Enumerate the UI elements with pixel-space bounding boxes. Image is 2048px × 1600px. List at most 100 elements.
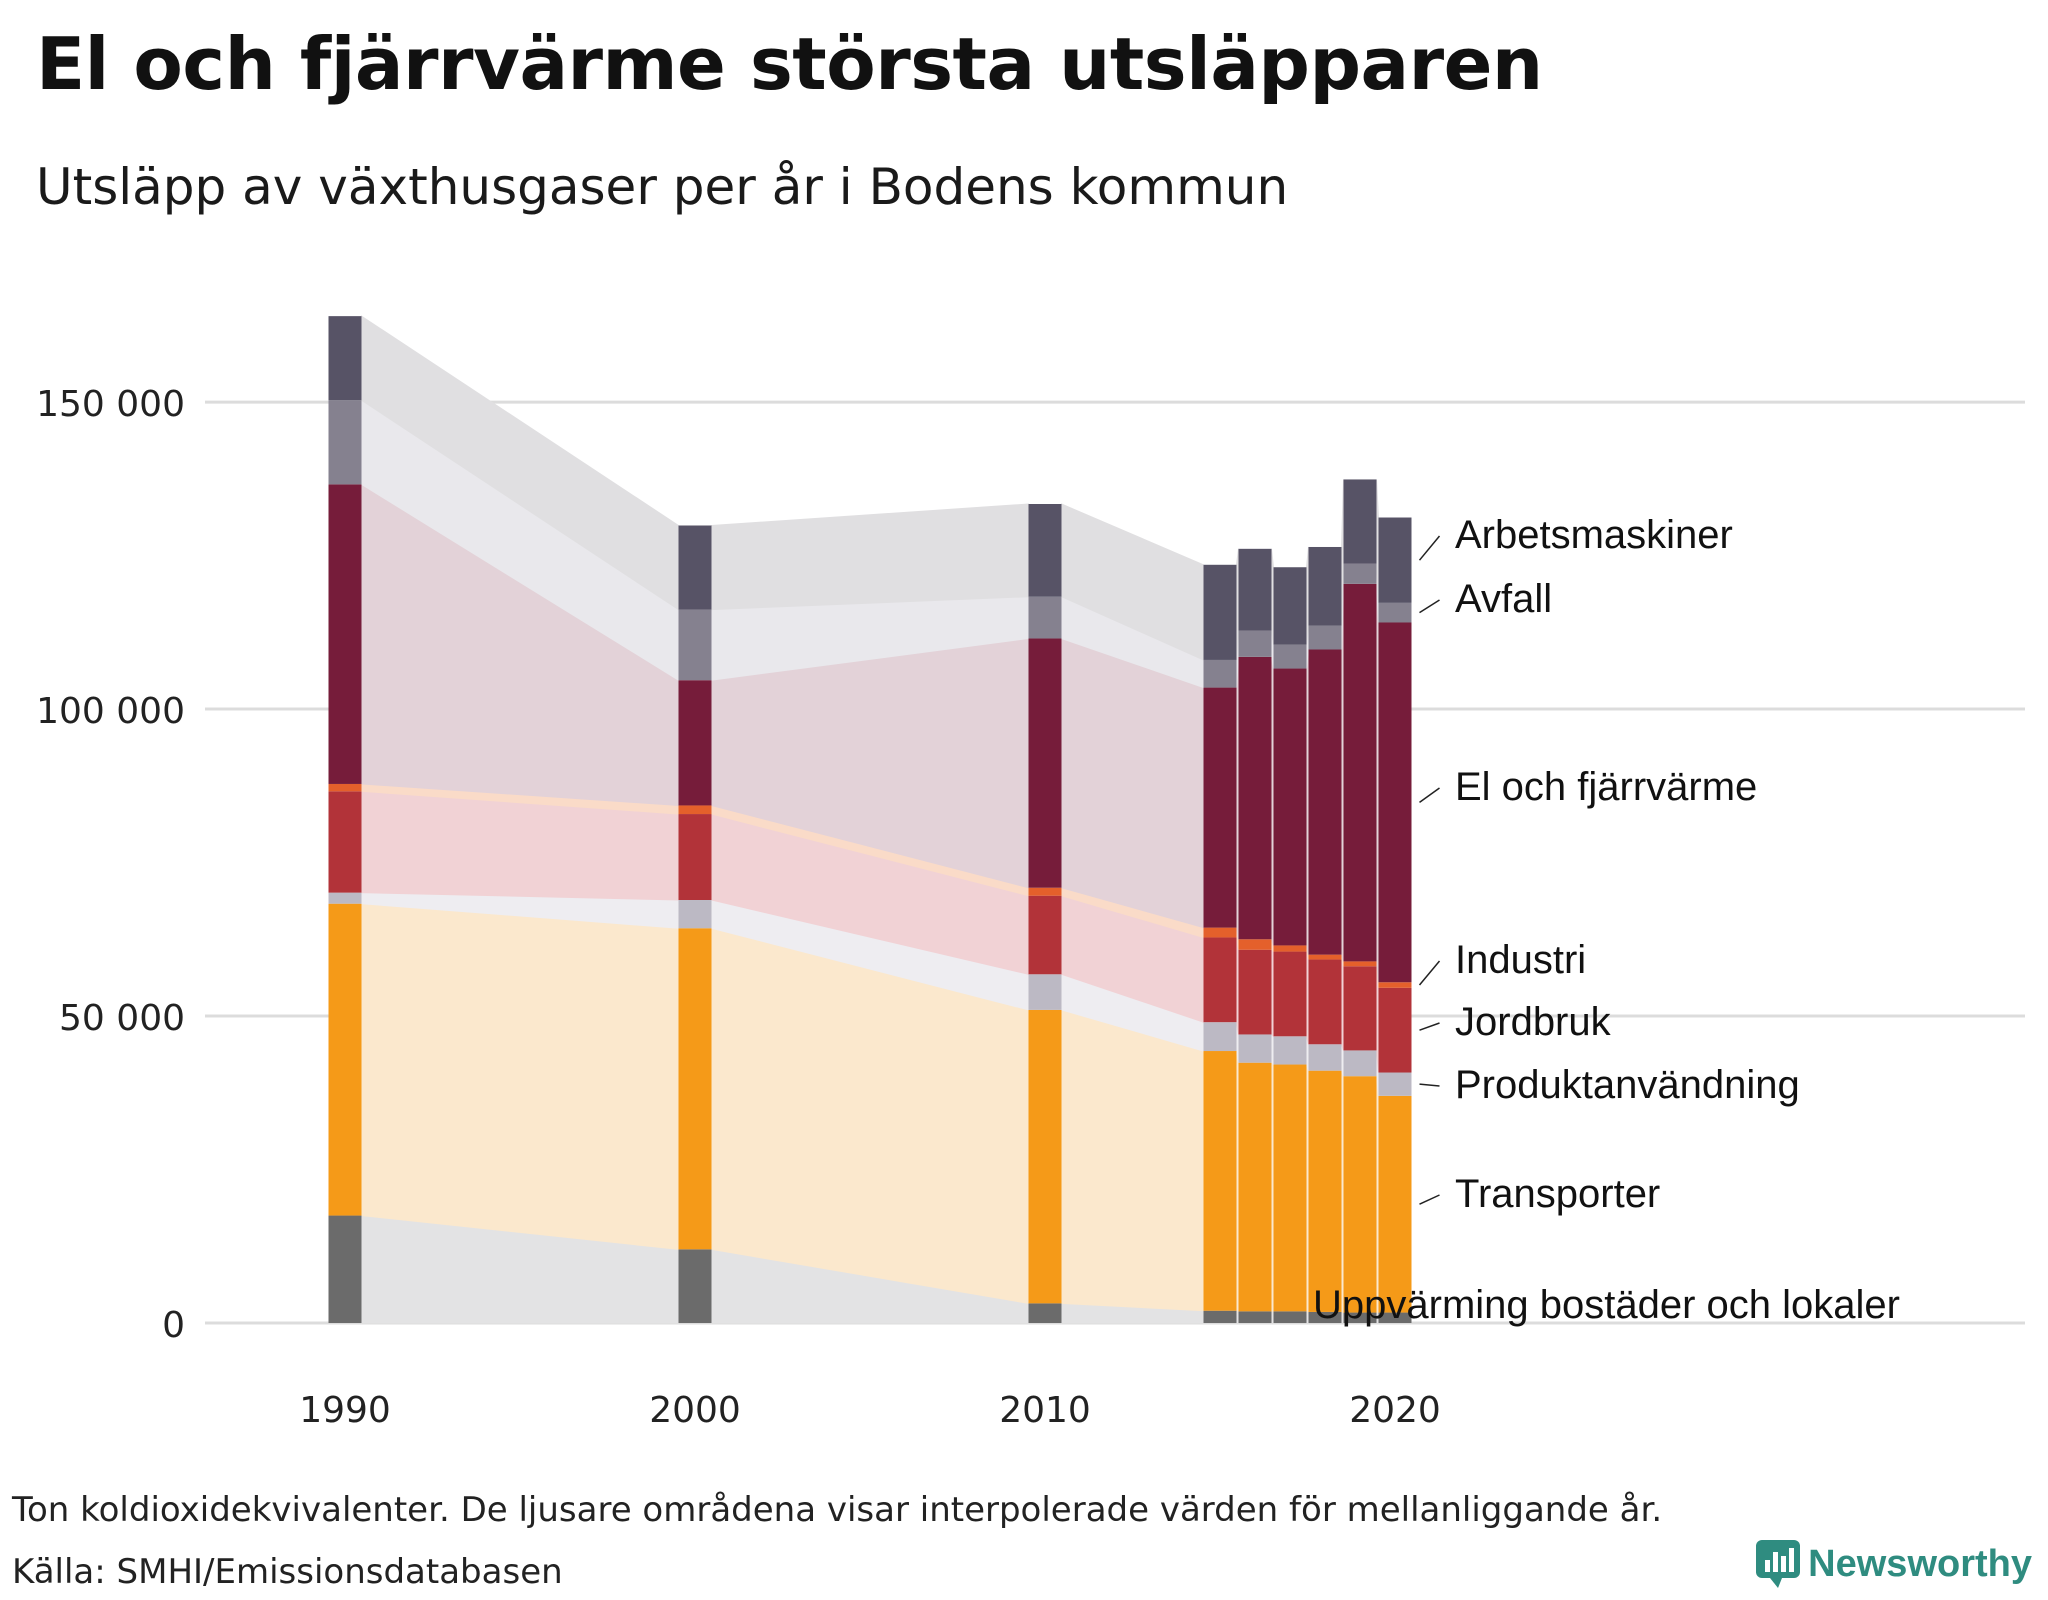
bar-segment[interactable]: [678, 680, 712, 806]
bar-segment[interactable]: [1308, 625, 1342, 650]
bar-segment[interactable]: [1238, 939, 1272, 950]
bar-segment[interactable]: [1378, 1072, 1412, 1096]
label-leader: [1419, 787, 1440, 803]
y-tick-label: 100 000: [36, 691, 185, 732]
bar-segment[interactable]: [1203, 1310, 1237, 1323]
bar-segment[interactable]: [328, 484, 362, 784]
chart-subtitle: Utsläpp av växthusgaser per år i Bodens …: [36, 158, 1289, 216]
bar-segment[interactable]: [1273, 668, 1307, 946]
bar-segment[interactable]: [1308, 959, 1342, 1045]
x-axis: 1990 2000 2010 2020: [299, 1390, 1441, 1431]
bar-segment[interactable]: [1378, 1312, 1412, 1323]
bar-segment[interactable]: [1378, 622, 1412, 983]
bar-segment[interactable]: [1203, 659, 1237, 688]
bar-segment[interactable]: [328, 316, 362, 401]
interpolated-band: [1236, 1310, 1239, 1324]
interpolated-band: [1306, 1064, 1309, 1313]
bar-segment[interactable]: [1238, 630, 1272, 657]
bar-segment[interactable]: [328, 791, 362, 893]
bar-segment[interactable]: [1308, 1044, 1342, 1071]
series-label: Jordbruk: [1455, 1000, 1612, 1044]
interpolated-band: [1271, 548, 1274, 645]
interpolated-band: [1061, 637, 1204, 929]
bar-segment[interactable]: [1203, 1022, 1237, 1052]
bar-segment[interactable]: [1238, 1311, 1272, 1323]
bar-segment[interactable]: [678, 1249, 712, 1323]
interpolated-band: [1306, 1310, 1309, 1324]
bar-segment[interactable]: [1028, 974, 1062, 1010]
bar-segment[interactable]: [1238, 1062, 1272, 1312]
interpolated-band: [1271, 656, 1274, 946]
bar-segment[interactable]: [1343, 966, 1377, 1051]
bar-segment[interactable]: [1238, 656, 1272, 940]
bar-segment[interactable]: [1308, 1070, 1342, 1312]
bar-segment[interactable]: [1308, 649, 1342, 955]
bars: [328, 316, 1412, 1323]
bar-segment[interactable]: [1378, 517, 1412, 603]
bar-segment[interactable]: [1273, 1311, 1307, 1323]
bar-segment[interactable]: [1308, 1311, 1342, 1323]
bar-segment[interactable]: [1203, 927, 1237, 938]
bar-segment[interactable]: [1273, 567, 1307, 645]
bar-segment[interactable]: [678, 525, 712, 610]
bar-segment[interactable]: [1203, 564, 1237, 660]
bar-segment[interactable]: [1273, 1064, 1307, 1312]
bar-segment[interactable]: [1028, 887, 1062, 896]
bar-segment[interactable]: [678, 928, 712, 1250]
bar-segment[interactable]: [678, 814, 712, 900]
interpolated-band: [1341, 1070, 1344, 1314]
y-axis: 0 50 000 100 000 150 000: [36, 384, 185, 1346]
series-label: Transporter: [1455, 1172, 1660, 1216]
bar-segment[interactable]: [1203, 687, 1237, 928]
newsworthy-logo-icon: [1756, 1540, 1801, 1588]
y-tick-label: 150 000: [36, 384, 185, 425]
bar-segment[interactable]: [1273, 644, 1307, 669]
interpolated-band: [1271, 1310, 1274, 1324]
bar-segment[interactable]: [1238, 548, 1272, 631]
bar-segment[interactable]: [1028, 895, 1062, 975]
bar-segment[interactable]: [1343, 1076, 1377, 1313]
bar-segment[interactable]: [328, 1215, 362, 1323]
bar-segment[interactable]: [1308, 954, 1342, 960]
newsworthy-logo[interactable]: Newsworthy: [1756, 1540, 2032, 1588]
interpolated-band: [1341, 959, 1344, 1051]
bar-segment[interactable]: [1378, 602, 1412, 623]
bar-segment[interactable]: [1028, 1303, 1062, 1323]
label-leader: [1419, 599, 1440, 614]
bar-segment[interactable]: [678, 609, 712, 681]
bar-segment[interactable]: [1378, 1095, 1412, 1313]
bar-segment[interactable]: [1273, 945, 1307, 952]
bar-segment[interactable]: [1238, 949, 1272, 1035]
bar-segment[interactable]: [328, 400, 362, 485]
bar-segment[interactable]: [1343, 961, 1377, 967]
bar-segment[interactable]: [1343, 583, 1377, 962]
bar-segment[interactable]: [328, 892, 362, 904]
bar-segment[interactable]: [328, 783, 362, 792]
bar-segment[interactable]: [1028, 1009, 1062, 1304]
bar-segment[interactable]: [1028, 596, 1062, 639]
interpolated-band: [1271, 1061, 1274, 1312]
bar-segment[interactable]: [678, 899, 712, 929]
interpolated-band: [1306, 649, 1309, 955]
bar-segment[interactable]: [1378, 982, 1412, 988]
interpolated-band: [1236, 656, 1239, 940]
bar-segment[interactable]: [1343, 1050, 1377, 1077]
bar-segment[interactable]: [1343, 1312, 1377, 1323]
bar-segment[interactable]: [1273, 1036, 1307, 1065]
label-leader: [1419, 1194, 1440, 1205]
bar-segment[interactable]: [1343, 479, 1377, 564]
bar-segment[interactable]: [1028, 504, 1062, 597]
bar-segment[interactable]: [1238, 1034, 1272, 1063]
series-label: El och fjärrvärme: [1455, 765, 1757, 809]
y-tick-label: 0: [162, 1305, 185, 1346]
bar-segment[interactable]: [678, 805, 712, 815]
bar-segment[interactable]: [1028, 638, 1062, 888]
bar-segment[interactable]: [1343, 563, 1377, 584]
bar-segment[interactable]: [1203, 1051, 1237, 1311]
bar-segment[interactable]: [1378, 987, 1412, 1073]
bar-segment[interactable]: [1203, 937, 1237, 1023]
bar-segment[interactable]: [328, 903, 362, 1216]
bar-segment[interactable]: [1308, 546, 1342, 626]
bar-segment[interactable]: [1273, 951, 1307, 1037]
